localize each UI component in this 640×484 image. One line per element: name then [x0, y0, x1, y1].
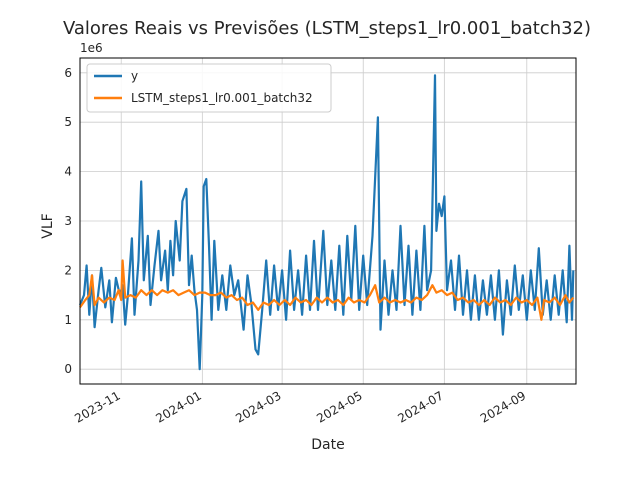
- y-tick-label: 6: [64, 66, 72, 80]
- series-layer: [78, 74, 575, 371]
- legend: y LSTM_steps1_lr0.001_batch32: [86, 63, 332, 113]
- chart-title: Valores Reais vs Previsões (LSTM_steps1_…: [63, 18, 591, 39]
- legend-label-lstm: LSTM_steps1_lr0.001_batch32: [131, 91, 313, 105]
- series-line-lstm: [79, 259, 575, 321]
- plot-frame: [79, 57, 577, 385]
- y-tick-label: 4: [64, 165, 72, 179]
- y-tick-label: 3: [64, 214, 72, 228]
- y-tick-label: 2: [64, 263, 72, 277]
- y-tick-label: 1: [64, 313, 72, 327]
- legend-label-y: y: [131, 69, 138, 83]
- y-axis-offset-label: 1e6: [80, 41, 103, 55]
- x-axis-label: Date: [311, 437, 344, 453]
- y-tick-label: 5: [64, 115, 72, 129]
- y-axis-label: VLF: [40, 213, 56, 238]
- legend-box: [86, 63, 332, 113]
- y-tick-label: 0: [64, 362, 72, 376]
- series-line-y: [78, 74, 575, 371]
